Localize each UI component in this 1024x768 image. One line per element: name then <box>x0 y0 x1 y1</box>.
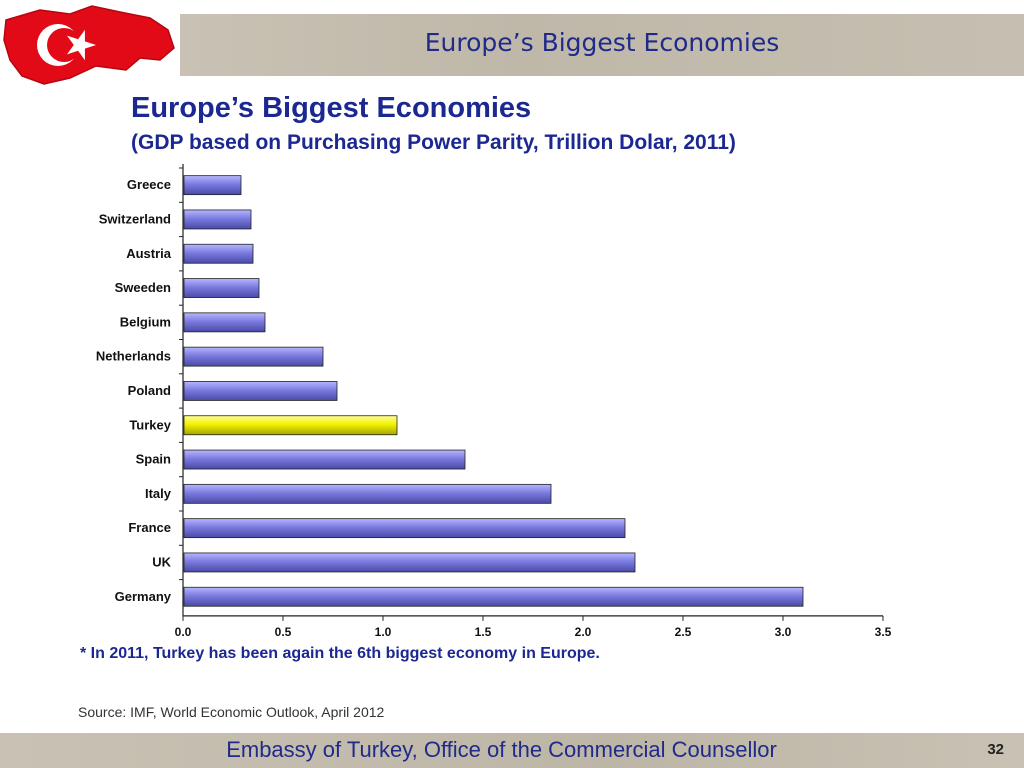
bar-italy <box>183 483 552 504</box>
bar-greece <box>183 175 242 196</box>
x-tick-label: 1.5 <box>475 625 492 639</box>
bar-germany <box>183 586 804 607</box>
bar-netherlands <box>183 346 324 367</box>
category-label: UK <box>152 554 171 569</box>
chart-title: Europe’s Biggest Economies <box>131 92 532 124</box>
x-tick-label: 1.0 <box>375 625 392 639</box>
bar-poland <box>183 381 338 401</box>
bar-belgium <box>183 312 266 333</box>
footer-text: Embassy of Turkey, Office of the Commerc… <box>226 737 777 762</box>
bar-france <box>183 518 626 539</box>
category-label: Spain <box>136 452 171 467</box>
bar-austria <box>183 243 254 264</box>
category-label: Italy <box>145 486 172 501</box>
bar-turkey <box>183 415 398 436</box>
header-band <box>180 14 1024 76</box>
category-label: Germany <box>115 589 172 604</box>
category-label: Austria <box>126 246 172 261</box>
category-label: Turkey <box>129 417 171 432</box>
chart-subtitle: (GDP based on Purchasing Power Parity, T… <box>131 131 736 154</box>
source-text: Source: IMF, World Economic Outlook, Apr… <box>78 704 385 720</box>
x-tick-label: 2.0 <box>575 625 592 639</box>
footer-band <box>0 733 1024 768</box>
turkey-flag-icon <box>0 0 180 92</box>
bar-sweeden <box>183 278 260 298</box>
bar-chart: Greece Switzerland Austria Sweeden Belgium Ne… <box>96 164 892 639</box>
category-label: Switzerland <box>99 211 171 226</box>
x-tick-label: 0.0 <box>175 625 192 639</box>
category-label: Poland <box>128 383 171 398</box>
x-tick-label: 3.5 <box>875 625 892 639</box>
x-tick-label: 2.5 <box>675 625 692 639</box>
page-number: 32 <box>987 741 1004 758</box>
bar-uk <box>183 552 636 573</box>
category-label: Greece <box>127 177 171 192</box>
x-tick-label: 0.5 <box>275 625 292 639</box>
x-tick-label: 3.0 <box>775 625 792 639</box>
category-label: France <box>128 520 171 535</box>
header-title: Europe’s Biggest Economies <box>424 28 780 57</box>
category-label: Netherlands <box>96 349 171 364</box>
category-label: Belgium <box>120 314 171 329</box>
bar-spain <box>183 449 466 470</box>
bar-switzerland <box>183 209 252 230</box>
category-label: Sweeden <box>115 280 171 295</box>
footnote: * In 2011, Turkey has been again the 6th… <box>80 645 600 662</box>
